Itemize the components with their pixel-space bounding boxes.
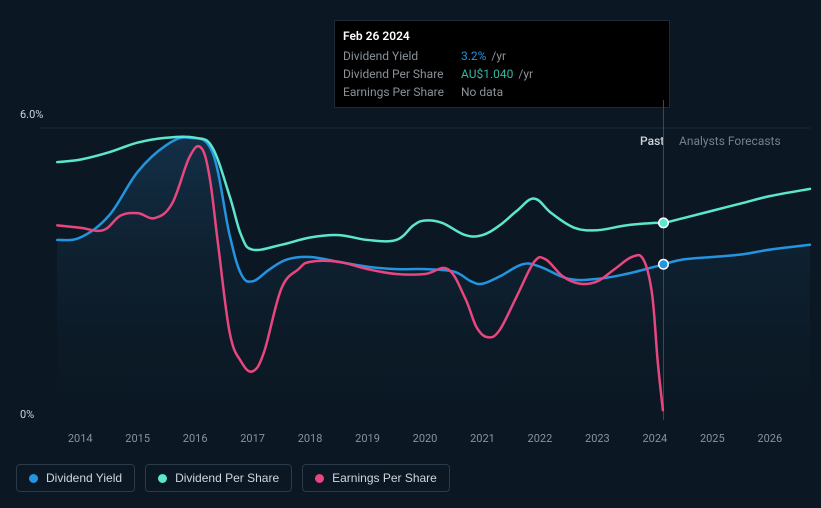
x-axis-tick: 2026 [757,432,782,445]
x-axis-tick: 2016 [183,432,208,445]
legend-label: Dividend Per Share [175,471,279,485]
x-axis-tick: 2015 [125,432,150,445]
tooltip-rows: Dividend Yield3.2% /yrDividend Per Share… [343,47,661,101]
x-axis-tick: 2019 [355,432,380,445]
x-axis-labels: 2014 2015 2016 2017 2018 2019 2020 2021 2022 2023… [0,432,821,448]
tooltip-row-label: Earnings Per Share [343,85,461,99]
tooltip-row-label: Dividend Yield [343,49,461,63]
x-axis-tick: 2020 [413,432,438,445]
tooltip-row-value: 3.2% /yr [461,49,506,63]
chart-container: Feb 26 2024 Dividend Yield3.2% /yrDivide… [0,0,821,508]
x-axis-tick: 2018 [298,432,323,445]
x-axis-tick: 2022 [528,432,553,445]
legend: Dividend Yield Dividend Per Share Earnings… [16,464,450,492]
x-axis-tick: 2024 [642,432,667,445]
chart-svg[interactable] [0,100,821,460]
tooltip-date: Feb 26 2024 [343,25,661,47]
legend-item-dividend_per_share[interactable]: Dividend Per Share [145,464,292,492]
legend-label: Earnings Per Share [332,471,437,485]
marker-dividend_per_share [659,219,667,227]
tooltip-row: Dividend Per ShareAU$1.040 /yr [343,65,661,83]
chart-tooltip: Feb 26 2024 Dividend Yield3.2% /yrDivide… [334,20,670,108]
legend-dot-icon [315,474,324,483]
x-axis-tick: 2014 [68,432,93,445]
legend-item-dividend_yield[interactable]: Dividend Yield [16,464,135,492]
legend-item-earnings_per_share[interactable]: Earnings Per Share [302,464,450,492]
tooltip-row: Dividend Yield3.2% /yr [343,47,661,65]
tooltip-row-value: AU$1.040 /yr [461,67,533,81]
tooltip-row-value: No data [461,85,503,99]
legend-label: Dividend Yield [46,471,122,485]
x-axis-tick: 2021 [470,432,495,445]
x-axis-tick: 2025 [700,432,725,445]
tooltip-row: Earnings Per ShareNo data [343,83,661,101]
legend-dot-icon [158,474,167,483]
marker-dividend_yield [659,260,667,268]
x-axis-tick: 2017 [240,432,265,445]
legend-dot-icon [29,474,38,483]
x-axis-tick: 2023 [585,432,610,445]
tooltip-row-label: Dividend Per Share [343,67,461,81]
area-dividend_yield [57,137,810,420]
